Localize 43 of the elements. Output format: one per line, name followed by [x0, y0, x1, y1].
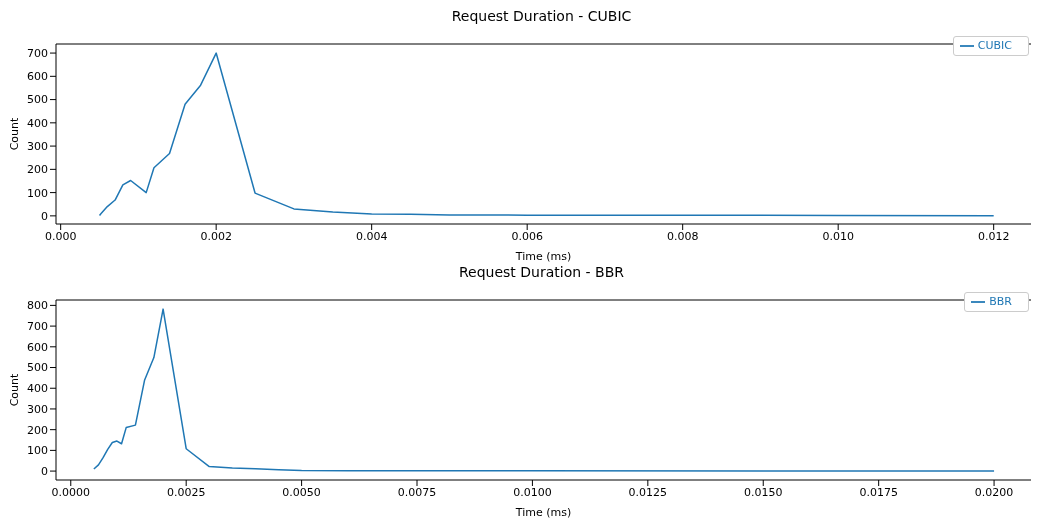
y-tick-label: 0 — [41, 465, 48, 478]
x-tick-label: 0.006 — [511, 229, 543, 243]
line-series — [98, 52, 995, 217]
y-tick-label: 400 — [27, 382, 48, 396]
y-tick-label: 100 — [27, 444, 48, 458]
x-tick-label: 0.0050 — [282, 485, 321, 499]
y-axis-title: Count — [7, 372, 21, 407]
y-tick-label: 500 — [27, 93, 48, 107]
y-tick-label: 300 — [27, 402, 48, 416]
y-tick-label: 700 — [27, 46, 48, 60]
chart-title: Request Duration - BBR — [458, 264, 625, 280]
x-tick-label: 0.0025 — [166, 485, 206, 499]
y-tick-label: 600 — [27, 340, 48, 354]
y-tick-label: 500 — [27, 361, 48, 375]
legend-label: BBR — [989, 295, 1012, 308]
x-tick-label: 0.010 — [822, 229, 854, 243]
x-tick-label: 0.008 — [666, 229, 699, 243]
y-tick-label: 200 — [27, 423, 48, 437]
y-tick-label: 600 — [27, 70, 48, 84]
x-tick-label: 0.0100 — [513, 485, 552, 499]
y-tick-label: 800 — [27, 299, 48, 313]
x-tick-label: 0.002 — [200, 229, 232, 243]
y-tick-label: 300 — [27, 140, 48, 153]
x-tick-label: 0.0200 — [974, 485, 1014, 499]
x-tick-label: 0.000 — [44, 229, 77, 243]
x-tick-label: 0.004 — [355, 229, 388, 243]
y-tick-label: 400 — [27, 116, 48, 130]
y-axis-title: Count — [7, 116, 21, 151]
x-tick-label: 0.012 — [977, 229, 1010, 243]
y-tick-label: 200 — [27, 163, 48, 177]
x-axis-title: Time (ms) — [514, 250, 572, 263]
x-tick-label: 0.0150 — [743, 485, 783, 499]
legend-label: CUBIC — [977, 39, 1012, 52]
line-series — [93, 308, 995, 472]
chart-title: Request Duration - CUBIC — [450, 8, 633, 24]
y-tick-label: 700 — [27, 320, 48, 333]
x-tick-label: 0.0175 — [859, 485, 898, 499]
y-tick-label: 0 — [41, 209, 48, 223]
y-tick-label: 100 — [27, 186, 48, 200]
x-axis-title: Time (ms) — [514, 506, 572, 519]
x-tick-label: 0.0000 — [51, 485, 91, 499]
x-tick-label: 0.0125 — [628, 485, 668, 499]
x-tick-label: 0.0075 — [397, 485, 437, 499]
